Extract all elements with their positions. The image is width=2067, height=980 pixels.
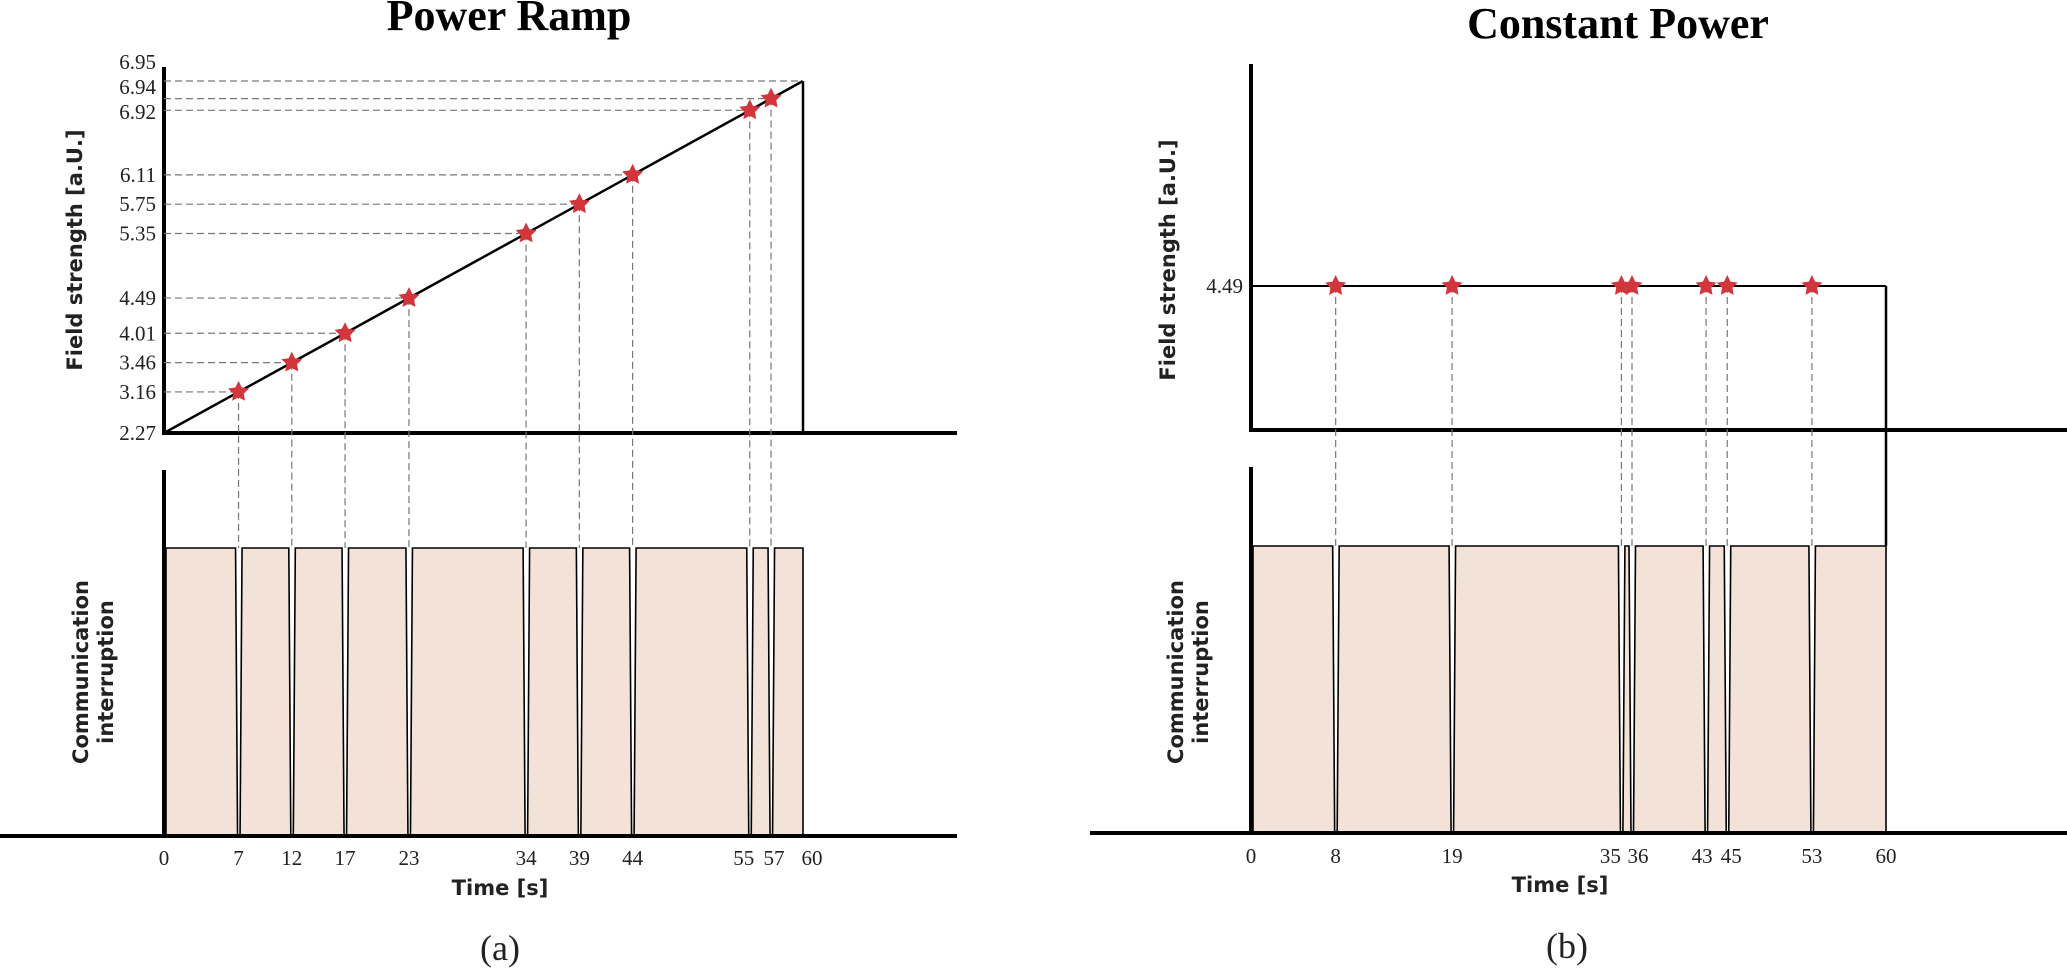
- event-star-marker: [398, 287, 420, 307]
- y-tick-label: 4.49: [1206, 274, 1243, 298]
- event-star-marker: [334, 322, 356, 343]
- y-tick-label: 4.01: [119, 321, 156, 345]
- x-tick-label: 17: [335, 846, 356, 870]
- event-star-marker: [1441, 275, 1463, 295]
- x-tick-label: 44: [622, 846, 644, 870]
- x-axis-label: Time [s]: [1512, 873, 1609, 897]
- panel-a-power-ramp: Power Ramp 2.27 3.16 3.46 4.01 4.49 5.35 5.75 6.…: [0, 0, 957, 968]
- chart-title: Constant Power: [1467, 0, 1769, 48]
- x-tick-label: 19: [1442, 844, 1463, 868]
- x-tick-label: 12: [281, 846, 302, 870]
- bottom-y-axis-label: interruption: [94, 600, 118, 744]
- event-star-marker: [1621, 275, 1643, 295]
- x-tick-label: 36: [1628, 844, 1649, 868]
- bottom-y-axis-label: Communication: [69, 580, 93, 764]
- event-star-marker: [281, 351, 303, 372]
- x-tick-label: 0: [159, 846, 170, 870]
- communication-bars: [165, 547, 804, 837]
- event-star-marker: [622, 163, 644, 184]
- y-tick-label: 5.75: [119, 192, 156, 216]
- chart-title: Power Ramp: [387, 0, 632, 40]
- y-tick-label: 6.92: [119, 100, 156, 124]
- x-axis-label: Time [s]: [452, 876, 549, 900]
- event-star-marker: [1695, 275, 1717, 295]
- event-star-marker: [515, 222, 537, 243]
- x-tick-label: 60: [1876, 844, 1897, 868]
- x-tick-label: 57: [764, 846, 785, 870]
- x-tick-label: 23: [398, 846, 419, 870]
- y-tick-label: 6.94: [119, 75, 156, 99]
- panel-caption: (b): [1546, 926, 1588, 966]
- y-tick-label: 5.35: [119, 222, 156, 246]
- x-tick-label: 45: [1721, 844, 1742, 868]
- event-star-marker: [568, 193, 590, 214]
- event-star-marker: [1801, 275, 1823, 295]
- x-tick-label: 39: [569, 846, 590, 870]
- y-axis-label: Field strength [a.U.]: [63, 129, 87, 370]
- x-tick-label: 34: [516, 846, 538, 870]
- ramp-line: [163, 79, 804, 435]
- x-tick-label: 53: [1801, 844, 1822, 868]
- bottom-y-axis-label: Communication: [1164, 580, 1188, 764]
- x-tick-label: 7: [233, 846, 244, 870]
- event-star-marker: [1716, 275, 1738, 295]
- x-tick-label: 0: [1246, 844, 1257, 868]
- bottom-y-axis-label: interruption: [1189, 600, 1213, 744]
- event-star-marker: [228, 380, 249, 401]
- y-tick-label: 6.11: [120, 163, 156, 187]
- communication-bars: [1252, 545, 1887, 834]
- y-tick-label: 3.46: [119, 351, 156, 375]
- x-tick-label: 60: [802, 846, 823, 870]
- y-tick-label: 4.49: [119, 286, 156, 310]
- event-star-marker: [760, 87, 782, 108]
- event-star-marker: [1325, 275, 1347, 295]
- x-tick-label: 8: [1330, 844, 1341, 868]
- panel-b-constant-power: Constant Power 4.49 0 8 19 35 36 43 45 53 60 Field …: [1090, 0, 2067, 966]
- y-tick-label: 6.95: [119, 50, 156, 74]
- x-tick-label: 55: [733, 846, 754, 870]
- x-tick-label: 43: [1692, 844, 1713, 868]
- y-tick-label: 3.16: [119, 380, 156, 404]
- y-axis-label: Field strength [a.U.]: [1156, 139, 1180, 380]
- panel-caption: (a): [480, 928, 520, 968]
- y-tick-label: 2.27: [119, 421, 156, 445]
- x-tick-label: 35: [1600, 844, 1621, 868]
- event-star-marker: [739, 99, 761, 120]
